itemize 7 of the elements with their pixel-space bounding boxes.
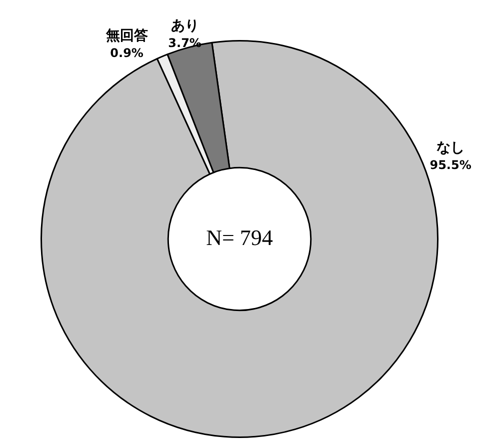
data-label: 95.5% xyxy=(430,158,472,172)
data-label: 0.9% xyxy=(110,46,144,60)
data-label: 3.7% xyxy=(168,36,202,50)
slice-label: あり xyxy=(170,18,199,34)
slice-label: なし xyxy=(436,140,465,156)
slice-label: 無回答 xyxy=(104,28,148,44)
text: N= 794 xyxy=(206,224,273,250)
